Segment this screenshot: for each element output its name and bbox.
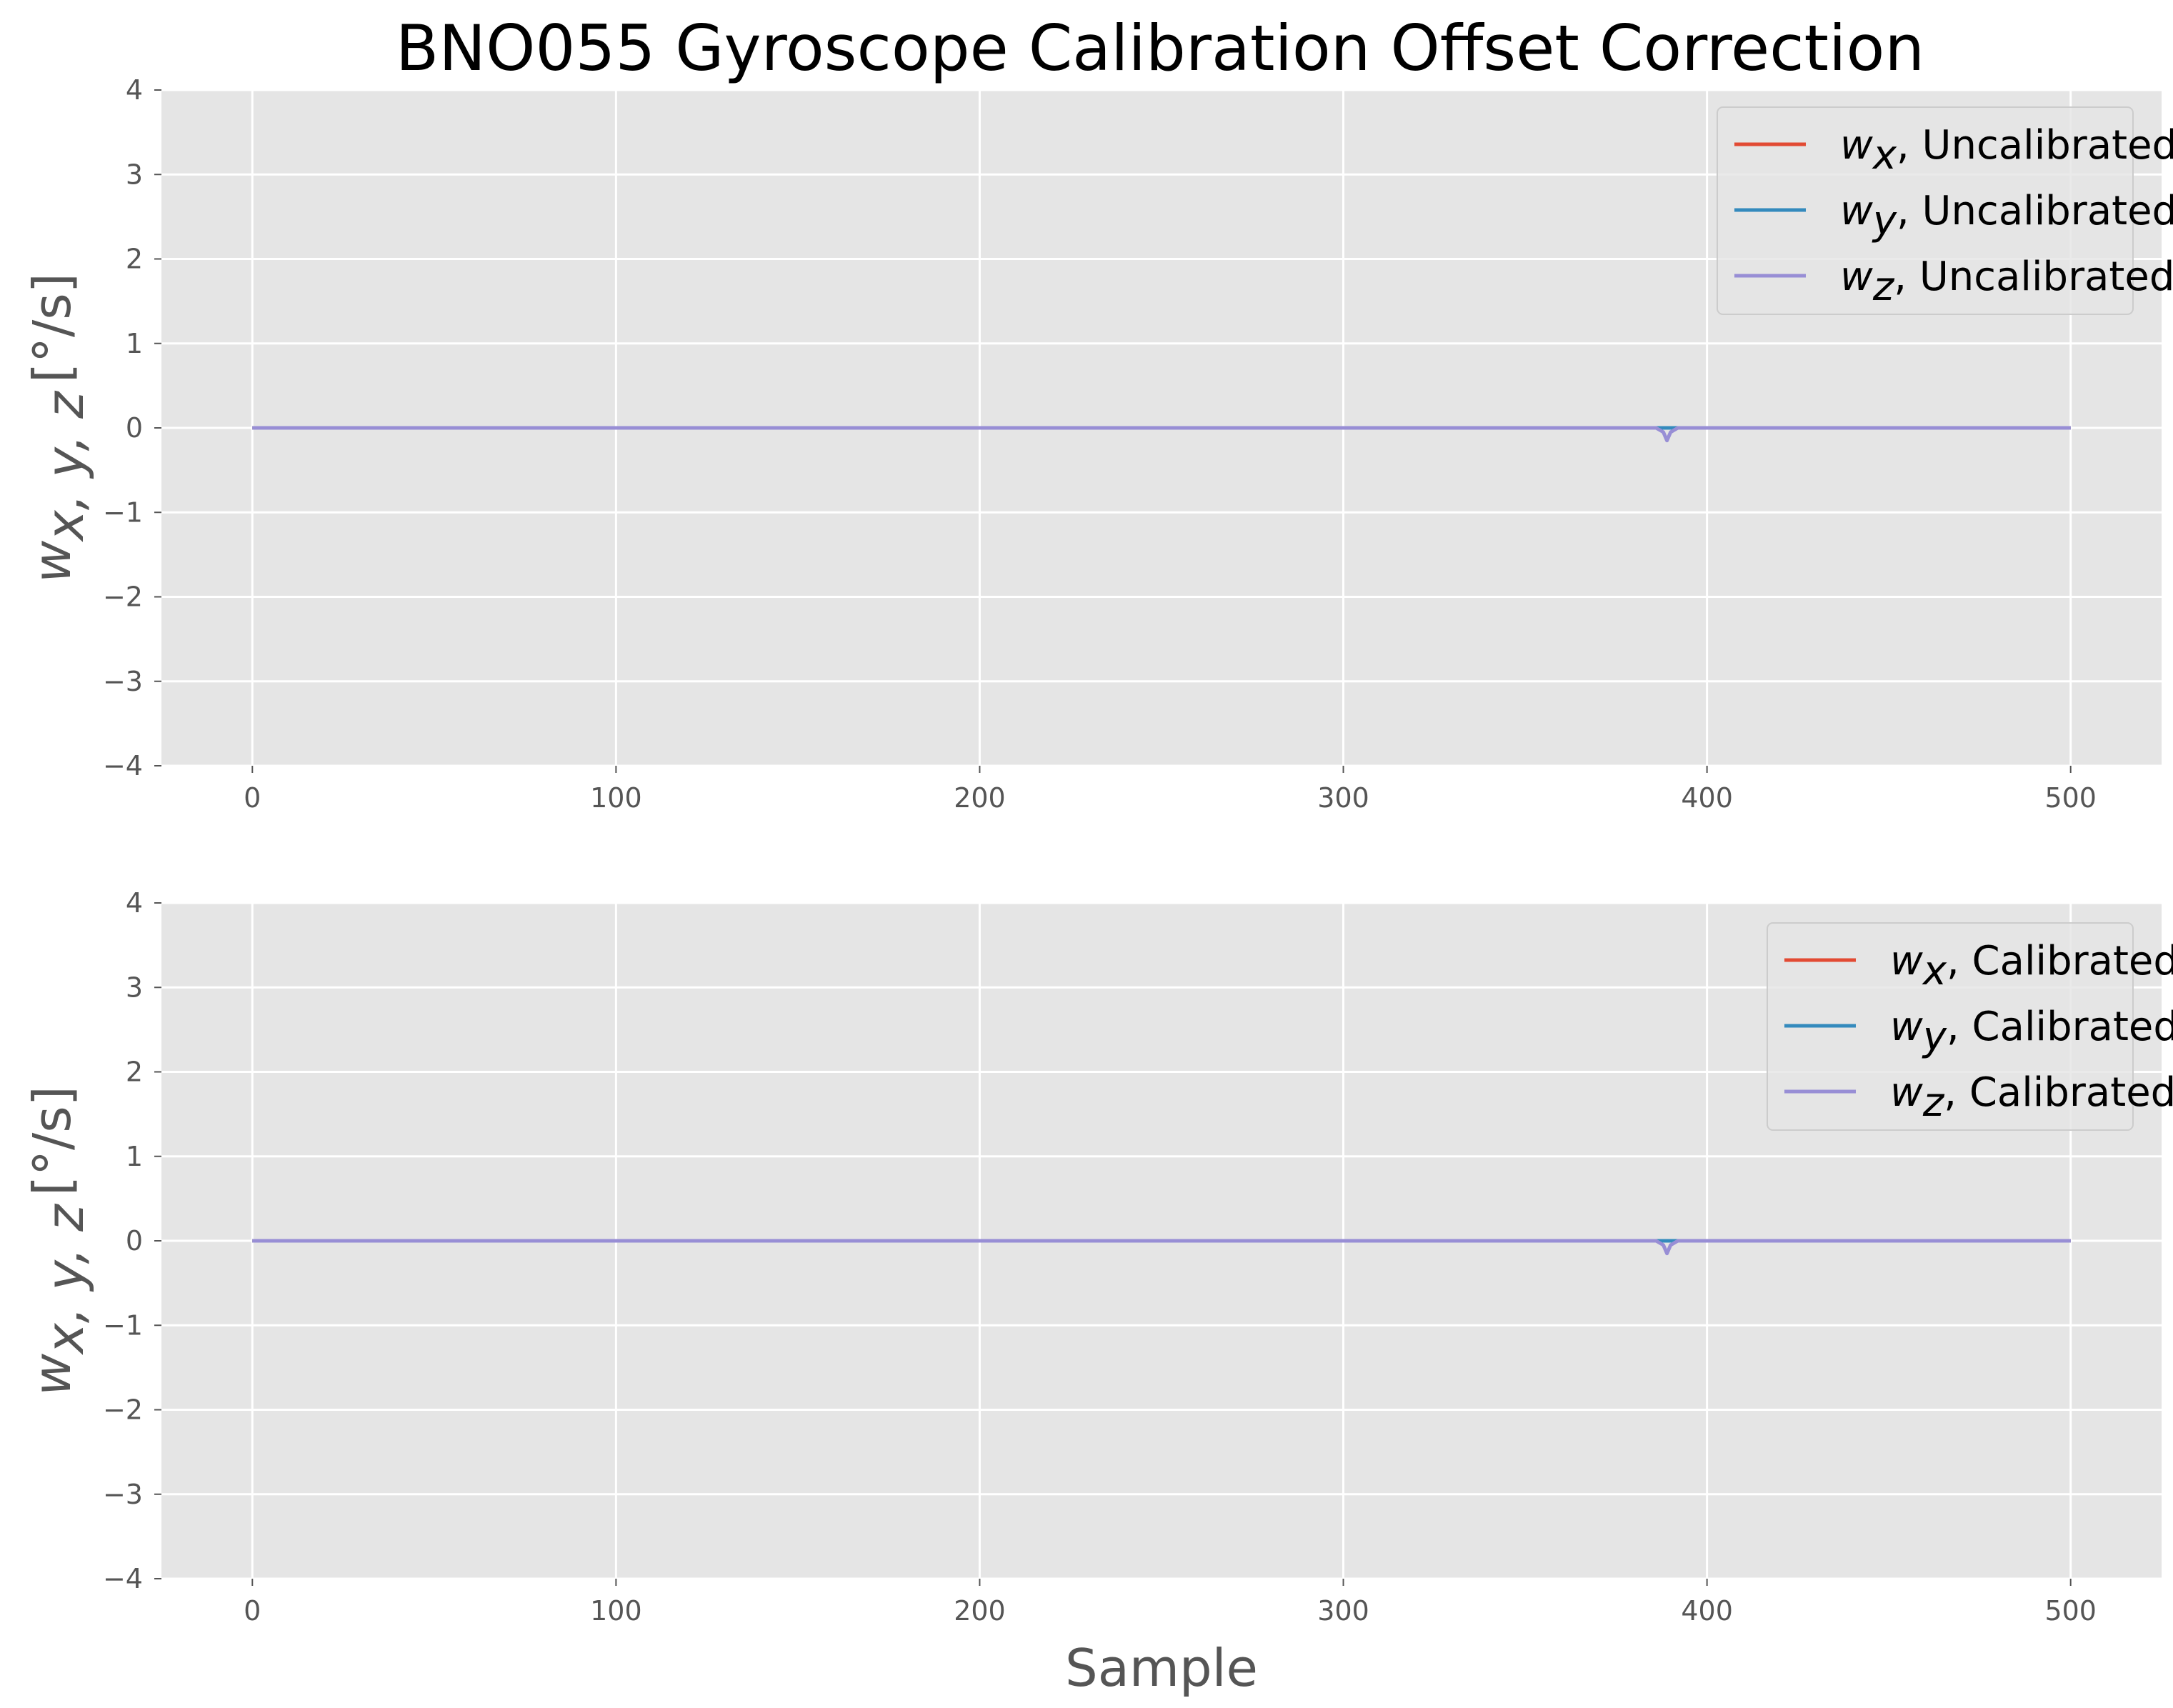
x-tick-label: 0 [244, 1595, 261, 1627]
y-tick-label: −3 [103, 1479, 143, 1510]
y-tick-label: −1 [103, 496, 143, 528]
y-tick-label: 3 [126, 972, 143, 1003]
figure-title: BNO055 Gyroscope Calibration Offset Corr… [396, 11, 1924, 85]
x-tick-label: 200 [954, 782, 1006, 814]
y-tick-label: 4 [126, 887, 143, 919]
y-axis-label: wx, y, z[°/s] [22, 273, 95, 583]
y-tick-label: −2 [103, 1394, 143, 1426]
legend-box [1717, 106, 2134, 315]
y-tick-label: −2 [103, 581, 143, 613]
subplot-uncalibrated: 0 100 200 300 400 500 −4 −3 −2 −1 0 1 2 3 4 wx, y, z[°/… [22, 74, 2173, 814]
series-line-wz [252, 426, 2071, 443]
legend-box [1767, 922, 2134, 1131]
y-tick-label: 0 [126, 412, 143, 444]
x-tick-label: 400 [1681, 1595, 1733, 1627]
x-tick-label: 100 [590, 782, 642, 814]
y-tick-label: −4 [103, 750, 143, 781]
y-tick-label: 1 [126, 328, 143, 359]
legend: wx, Uncalibrated wy, Uncalibrated wz, Unca… [1717, 106, 2173, 315]
y-tick-label: 3 [126, 159, 143, 190]
x-axis-label: Sample [1065, 1638, 1258, 1698]
x-tick-label: 100 [590, 1595, 642, 1627]
y-tick-label: −3 [103, 666, 143, 697]
x-tick-label: 300 [1317, 782, 1369, 814]
legend-entry-wz: wz, Calibrated [1890, 1069, 2173, 1126]
legend-entry-wx: wx, Uncalibrated [1840, 122, 2173, 179]
legend: wx, Calibrated wy, Calibrated wz, Calibrat… [1767, 922, 2173, 1131]
x-tick-label: 500 [2044, 1595, 2097, 1627]
x-tick-label: 400 [1681, 782, 1733, 814]
x-tick-label: 500 [2044, 782, 2097, 814]
y-tick-label: 0 [126, 1225, 143, 1257]
subplot-calibrated: 0 100 200 300 400 500 −4 −3 −2 −1 0 1 2 3 4 wx, y, z[°/… [22, 887, 2173, 1698]
y-tick-label: 2 [126, 244, 143, 275]
legend-entry-wx: wx, Calibrated [1890, 938, 2173, 994]
y-tick-label: −4 [103, 1563, 143, 1594]
y-tick-label: 1 [126, 1141, 143, 1172]
y-tick-label: 2 [126, 1057, 143, 1088]
series-line-wz [252, 1239, 2071, 1256]
legend-entry-wz: wz, Uncalibrated [1840, 254, 2173, 310]
y-tick-label: −1 [103, 1309, 143, 1341]
legend-entry-wy: wy, Calibrated [1890, 1004, 2173, 1060]
y-tick-label: 4 [126, 74, 143, 106]
x-tick-label: 200 [954, 1595, 1006, 1627]
x-tick-label: 0 [244, 782, 261, 814]
y-axis-label: wx, y, z[°/s] [22, 1086, 95, 1396]
x-tick-label: 300 [1317, 1595, 1369, 1627]
legend-entry-wy: wy, Uncalibrated [1840, 188, 2173, 244]
